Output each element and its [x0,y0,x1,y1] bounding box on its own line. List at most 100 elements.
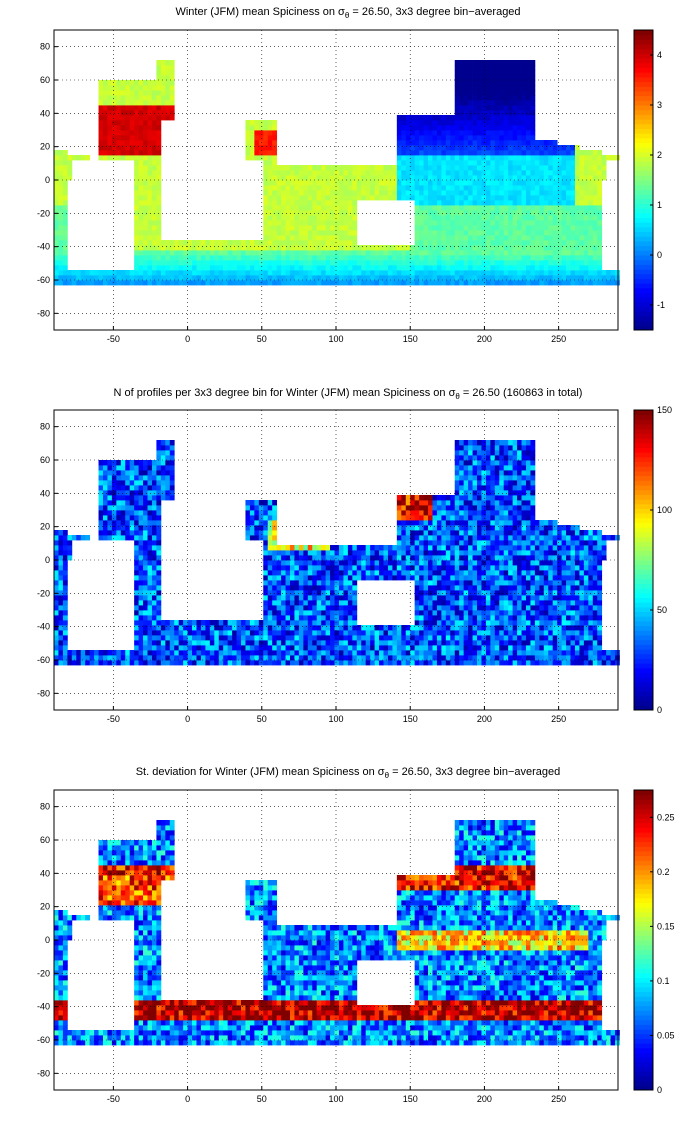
heatmap-cell [281,220,286,226]
heatmap-cell [316,610,322,616]
heatmap-cell [485,110,491,116]
heatmap-cell [525,105,531,111]
heatmap-cell [107,115,113,121]
heatmap-cell [588,230,594,236]
heatmap-cell [428,120,433,126]
heatmap-cell [574,145,580,151]
heatmap-cell [325,620,331,626]
heatmap-cell [334,605,340,611]
heatmap-cell [490,235,496,241]
heatmap-cell [294,255,300,261]
heatmap-cell [459,575,465,581]
heatmap-cell [401,265,407,271]
heatmap-cell [419,235,424,241]
heatmap-cell [276,650,282,656]
heatmap-cell [561,225,567,231]
heatmap-cell [410,255,416,261]
heatmap-cell [143,225,148,231]
heatmap-cell [583,270,589,276]
heatmap-cell [54,235,59,241]
heatmap-cell [445,185,451,191]
heatmap-cell [592,630,598,636]
heatmap-cell [192,260,197,266]
heatmap-cell [356,275,362,281]
heatmap-cell [463,650,469,656]
heatmap-cell [472,70,478,76]
heatmap-cell [192,625,197,631]
heatmap-cell [307,575,313,581]
heatmap-cell [254,630,260,636]
heatmap-cell [258,275,264,281]
heatmap-cell [151,115,157,121]
heatmap-cell [272,125,278,131]
heatmap-cell [134,125,139,131]
heatmap-cell [316,190,322,196]
heatmap-cell [570,650,576,656]
heatmap-cell [227,635,233,641]
heatmap-cell [165,640,171,646]
heatmap-cell [116,100,122,106]
heatmap-cell [196,625,202,631]
heatmap-cell [588,245,594,251]
heatmap-cell [365,270,371,276]
heatmap-cell [503,655,509,661]
heatmap-cell [151,630,157,636]
heatmap-cell [485,650,491,656]
heatmap-cell [534,590,540,596]
heatmap-cell [138,275,144,281]
heatmap-cell [401,635,407,641]
heatmap-cell [597,595,603,601]
heatmap-cell [574,280,580,286]
heatmap-cell [410,115,416,121]
heatmap-cell [352,265,358,271]
heatmap-cell [521,155,527,161]
heatmap-cell [62,205,68,211]
heatmap-cell [294,170,300,176]
heatmap-cell [80,270,86,276]
heatmap-cell [316,580,322,586]
heatmap-cell [508,660,514,666]
heatmap-cell [534,265,540,271]
heatmap-cell [330,635,335,641]
heatmap-cell [401,275,407,281]
heatmap-cell [454,170,460,176]
heatmap-cell [374,270,380,276]
heatmap-cell [147,660,153,666]
heatmap-cell [134,240,139,246]
heatmap-cell [512,625,518,631]
heatmap-cell [405,655,411,661]
heatmap-cell [54,585,59,591]
heatmap-cell [463,80,469,86]
heatmap-cell [428,130,433,136]
heatmap-cell [54,175,59,181]
heatmap-cell [321,615,327,621]
heatmap-cell [597,660,603,666]
heatmap-cell [401,245,407,251]
heatmap-cell [454,150,460,156]
heatmap-cell [143,185,148,191]
heatmap-cell [347,615,353,621]
heatmap-cell [209,245,215,251]
heatmap-cell [597,615,603,621]
heatmap-cell [156,260,162,266]
heatmap-cell [508,280,514,286]
heatmap-cell [414,630,420,636]
heatmap-cell [147,170,153,176]
heatmap-cell [62,210,68,216]
heatmap-cell [566,195,571,201]
heatmap-cell [503,130,509,136]
heatmap-cell [200,620,206,626]
heatmap-cell [143,110,148,116]
heatmap-cell [303,590,309,596]
heatmap-cell [267,175,273,181]
heatmap-cell [499,275,505,281]
heatmap-cell [454,605,460,611]
heatmap-cell [338,205,344,211]
heatmap-cell [436,155,442,161]
heatmap-cell [521,580,527,586]
heatmap-cell [588,595,594,601]
heatmap-cell [445,205,451,211]
heatmap-cell [160,645,166,651]
heatmap-cell [254,625,260,631]
heatmap-cell [307,620,313,626]
